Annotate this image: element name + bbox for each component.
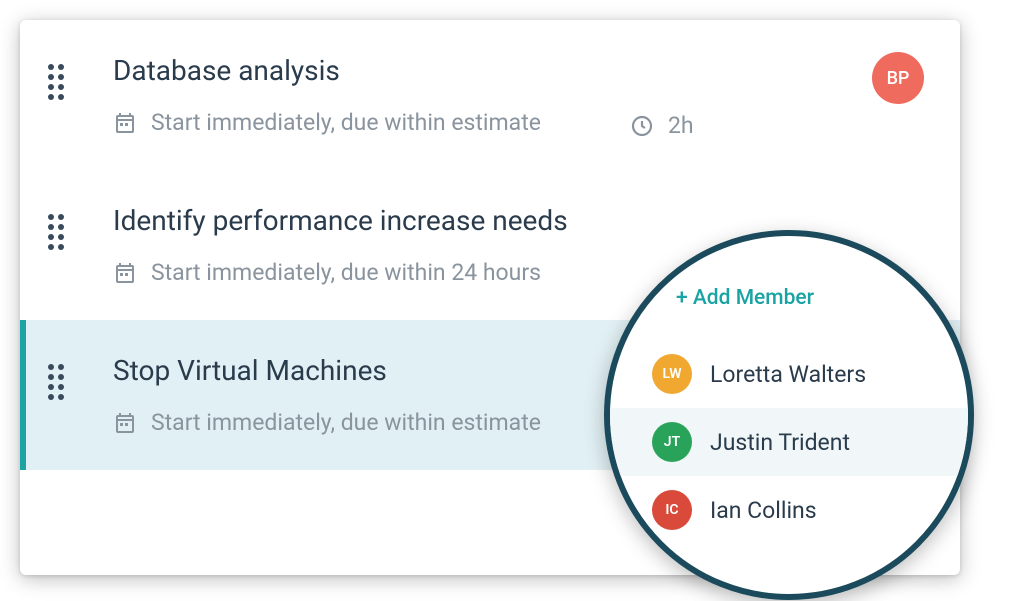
add-member-button[interactable]: + Add Member [652,286,926,310]
task-duration: 2h [630,112,694,139]
member-name: Ian Collins [710,497,817,524]
member-avatar: IC [652,490,692,530]
member-row[interactable]: LW Loretta Walters [652,340,926,408]
task-row[interactable]: Database analysis Start immediately, due… [20,20,960,170]
assignee-avatar[interactable]: BP [872,52,924,104]
task-schedule: Start immediately, due within estimate [151,409,541,436]
task-body: Database analysis Start immediately, due… [113,54,930,136]
member-row[interactable]: JT Justin Trident [610,408,968,476]
member-name: Loretta Walters [710,361,866,388]
calendar-icon [113,111,137,135]
member-name: Justin Trident [710,429,850,456]
task-schedule: Start immediately, due within estimate [151,109,541,136]
drag-handle-icon[interactable] [48,64,63,99]
duration-value: 2h [668,112,694,139]
clock-icon [630,114,654,138]
task-meta: Start immediately, due within estimate [113,109,930,136]
member-avatar: LW [652,354,692,394]
drag-handle-icon[interactable] [48,214,63,249]
calendar-icon [113,411,137,435]
member-row[interactable]: IC Ian Collins [652,476,926,544]
member-popover: + Add Member LW Loretta Walters JT Justi… [604,230,974,600]
member-avatar: JT [652,422,692,462]
task-title: Database analysis [113,54,930,87]
drag-handle-icon[interactable] [48,364,63,399]
calendar-icon [113,261,137,285]
task-schedule: Start immediately, due within 24 hours [151,259,541,286]
